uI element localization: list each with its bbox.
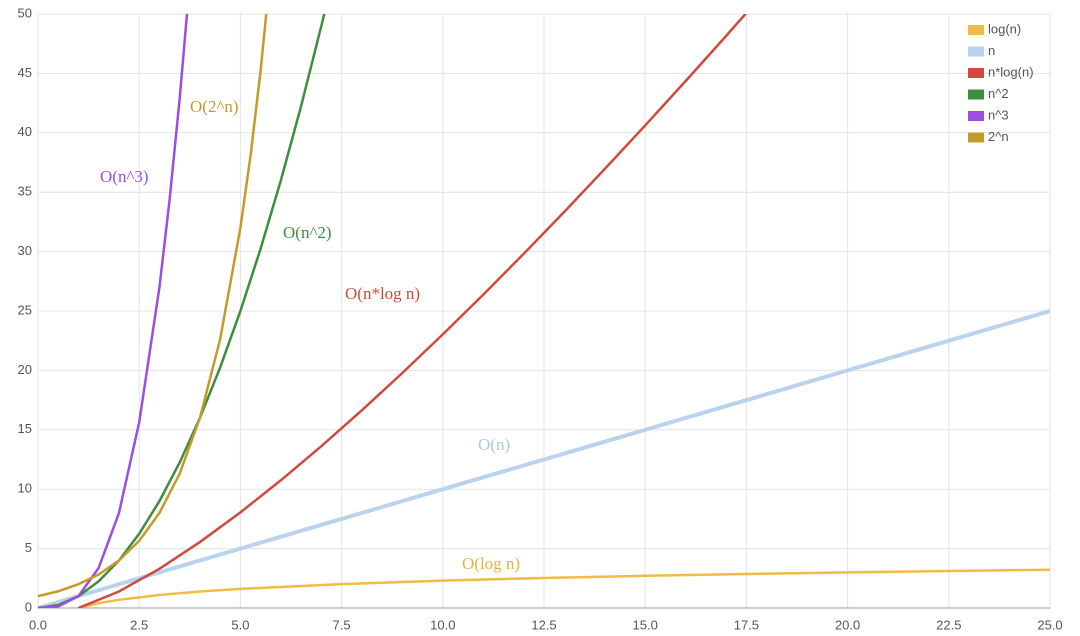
legend-swatch: [968, 68, 984, 78]
legend-swatch: [968, 46, 984, 57]
annotation: O(n^2): [283, 223, 332, 242]
legend-label: 2^n: [988, 129, 1009, 144]
legend-swatch: [968, 25, 984, 35]
line: [78, 568, 1050, 608]
annotation: O(n*log n): [345, 284, 420, 303]
legend-swatch: [968, 111, 984, 121]
annotation: O(n): [478, 435, 510, 454]
legend-swatch: [968, 132, 984, 143]
line: [78, 14, 748, 608]
x-tick-label: 17.5: [734, 617, 759, 632]
y-tick-label: 45: [18, 65, 32, 80]
y-tick-label: 50: [18, 5, 32, 20]
x-tick-label: 12.5: [531, 617, 556, 632]
y-tick-label: 30: [18, 243, 32, 258]
annotation: O(2^n): [190, 97, 239, 116]
y-tick-label: 40: [18, 124, 32, 139]
legend-swatch: [968, 89, 984, 100]
line: [38, 309, 1050, 608]
y-tick-label: 25: [18, 302, 32, 317]
x-tick-label: 7.5: [333, 617, 351, 632]
y-tick-label: 20: [18, 362, 32, 377]
legend-label: n^2: [988, 86, 1009, 101]
legend-label: n: [988, 43, 995, 58]
line: [38, 14, 268, 598]
y-tick-label: 5: [25, 540, 32, 555]
x-tick-label: 22.5: [936, 617, 961, 632]
legend-label: n*log(n): [988, 64, 1034, 79]
series-group: [38, 14, 1050, 608]
line: [38, 14, 326, 608]
x-tick-label: 20.0: [835, 617, 860, 632]
y-tick-label: 0: [25, 599, 32, 614]
x-tick-label: 15.0: [633, 617, 658, 632]
y-tick-label: 10: [18, 481, 32, 496]
x-tick-label: 2.5: [130, 617, 148, 632]
annotation: O(n^3): [100, 167, 149, 186]
annotation: O(log n): [462, 554, 520, 573]
legend-label: n^3: [988, 107, 1009, 122]
x-tick-label: 25.0: [1037, 617, 1062, 632]
line: [38, 14, 189, 608]
y-tick-label: 15: [18, 421, 32, 436]
legend-label: log(n): [988, 21, 1021, 36]
y-tick-label: 35: [18, 184, 32, 199]
x-tick-label: 0.0: [29, 617, 47, 632]
x-tick-label: 5.0: [231, 617, 249, 632]
x-tick-label: 10.0: [430, 617, 455, 632]
